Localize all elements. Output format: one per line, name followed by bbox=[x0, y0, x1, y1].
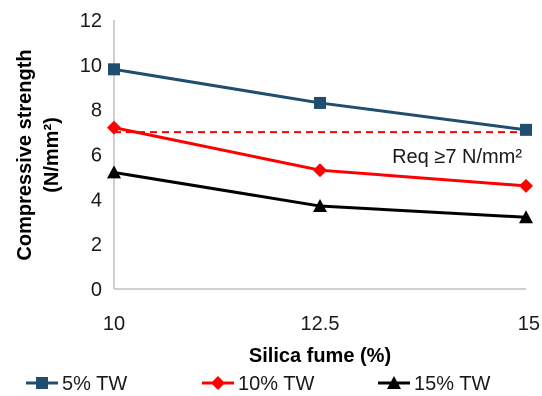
legend-marker bbox=[36, 377, 48, 389]
y-axis-title-line2: (N/mm²) bbox=[41, 117, 63, 193]
x-tick-label: 10 bbox=[103, 313, 125, 335]
data-point bbox=[313, 163, 327, 178]
data-point bbox=[519, 178, 533, 193]
legend-label: 10% TW bbox=[238, 373, 314, 395]
series-3 bbox=[107, 165, 533, 224]
y-tick-label: 8 bbox=[91, 100, 102, 122]
y-tick-label: 6 bbox=[91, 145, 102, 167]
reference-label: Req ≥7 N/mm² bbox=[392, 146, 522, 168]
series-layer bbox=[107, 63, 533, 224]
data-point bbox=[314, 96, 326, 109]
y-tick-label: 0 bbox=[91, 279, 102, 301]
legend-item: 5% TW bbox=[26, 373, 127, 395]
x-tick-label: 12.5 bbox=[301, 313, 340, 335]
series-2 bbox=[107, 120, 533, 193]
y-tick-label: 10 bbox=[80, 55, 102, 77]
legend-marker bbox=[387, 376, 401, 389]
x-axis-title: Silica fume (%) bbox=[249, 345, 391, 367]
legend-item: 10% TW bbox=[202, 373, 314, 395]
x-tick-label: 15 bbox=[518, 313, 540, 335]
legend-label: 5% TW bbox=[62, 373, 127, 395]
y-axis-title-line1: Compressive strength bbox=[14, 49, 36, 260]
y-tick-label: 12 bbox=[80, 10, 102, 32]
data-point bbox=[313, 199, 327, 213]
legend-label: 15% TW bbox=[414, 373, 490, 395]
data-point bbox=[107, 120, 121, 135]
data-point bbox=[520, 123, 532, 136]
y-tick-label: 4 bbox=[91, 189, 102, 211]
legend: 5% TW 10% TW 15% TW bbox=[26, 373, 490, 395]
data-point bbox=[519, 210, 533, 224]
y-tick-label: 2 bbox=[91, 234, 102, 256]
data-point bbox=[107, 165, 121, 179]
legend-item: 15% TW bbox=[378, 373, 490, 395]
x-axis-ticks: 10 12.5 15 bbox=[103, 313, 540, 335]
series-1 bbox=[108, 63, 532, 136]
data-point bbox=[108, 63, 120, 76]
y-axis-title: Compressive strength (N/mm²) bbox=[14, 49, 63, 260]
legend-marker bbox=[211, 376, 225, 390]
y-axis-ticks: 0 2 4 6 8 10 12 bbox=[80, 10, 102, 301]
